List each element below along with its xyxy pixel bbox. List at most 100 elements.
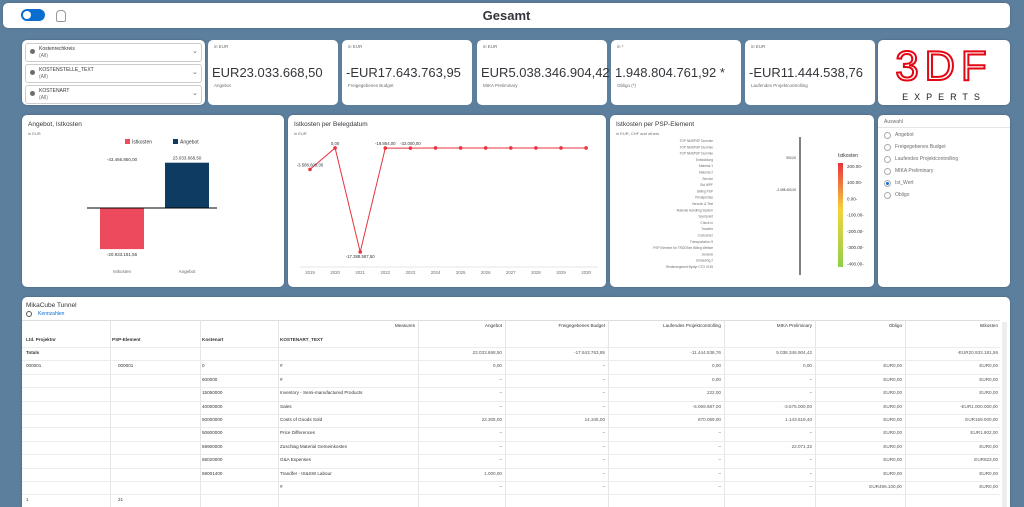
legend-tick-label: 200.00- <box>847 164 863 169</box>
radio[interactable] <box>884 132 891 139</box>
cell: – <box>499 484 502 489</box>
radio-label[interactable]: Freigegebenes Budget <box>895 143 946 150</box>
cell: Zuschlag Material Gemeinkosten <box>280 443 348 449</box>
selection-title: Auswahl <box>884 119 903 125</box>
toggle[interactable] <box>21 9 45 21</box>
cell: 23.033.668,50 <box>472 350 502 355</box>
x-tick-label: 2028 <box>531 270 541 275</box>
kpi-value: EUR5.038.346.904,42 <box>481 65 610 80</box>
cell: – <box>602 390 605 396</box>
cell: – <box>602 376 605 382</box>
logo: 3DF EXPERTS <box>894 41 987 102</box>
cell: EUR1.902,00 <box>970 430 998 436</box>
legend-tick-label: -100.00- <box>847 213 864 218</box>
filter-value: (All) <box>39 74 48 80</box>
link[interactable]: Kennzahlen <box>38 311 65 317</box>
data-label: -32.000,00 <box>400 141 421 146</box>
radio-label[interactable]: Ist_Wert <box>895 179 914 186</box>
filter-value: (All) <box>39 95 48 101</box>
kpi-tile: in EUR -EUR17.643.763,95 Freigegebenes Bud… <box>342 40 472 105</box>
cell: – <box>809 484 812 489</box>
data-label: -19.864,00 <box>375 141 396 146</box>
filter-panel: Kostenrechkreis (All) ⌄ KOSTENSTELLE_TEXT (A… <box>22 40 205 105</box>
kpi-label: Laufendes Projektcontrolling <box>751 83 808 88</box>
cell: 15050000 <box>202 390 223 396</box>
annotation: 900,00 <box>786 156 796 160</box>
cell: EUR0,00 <box>883 417 902 422</box>
cell: – <box>809 457 812 463</box>
category-label: TOP NMSPSP Dummie <box>680 139 714 143</box>
cell: EUR0,00 <box>883 430 902 436</box>
cell: 68020000 <box>202 457 223 463</box>
radio[interactable] <box>884 156 891 163</box>
kpi-unit: in EUR <box>751 44 766 49</box>
radio-label[interactable]: Laufendes Projektcontrolling <box>895 155 959 162</box>
color-scale <box>838 163 843 267</box>
point <box>358 250 362 254</box>
radio-label[interactable]: Obligo <box>895 191 910 198</box>
cell: – <box>602 403 605 409</box>
legend-tick-label: 0.00- <box>847 196 858 201</box>
cell: – <box>718 484 721 489</box>
category-label: Material 1 <box>699 164 713 168</box>
chart-title: Angebot, Istkosten <box>28 121 82 128</box>
scrollbar <box>1002 322 1007 507</box>
cell: -11.444.538,76 <box>690 350 721 355</box>
column-header: KOSTENART_TEXT <box>280 337 323 342</box>
chart-panel: Istkosten per PSP-Element in EUR, CHF and… <box>610 115 874 287</box>
kpi-tile: in * 1.948.804.761,92 * Obligo (*) <box>611 40 741 105</box>
category-label: Transportation 9 <box>690 240 713 244</box>
cell: EUR0,00 <box>979 443 998 449</box>
radio[interactable] <box>884 168 891 175</box>
cell: EUR823,00 <box>974 457 998 463</box>
category-label: Sportpoint <box>698 215 713 219</box>
category-label: Rindersegment Bystyr CTO 4745 <box>666 265 713 269</box>
cell: Inventory - Semi-manufactured Products <box>280 390 363 396</box>
divider <box>878 127 1010 128</box>
annotation: -43.466.850,00 <box>107 157 138 162</box>
dropdown-icon <box>30 70 35 75</box>
dropdown[interactable]: KOSTENART (All) ⌄ <box>25 85 202 104</box>
cell: G&A Expenses <box>280 457 311 463</box>
kpi-tile: in EUR EUR5.038.346.904,42 MIKA Preliminar… <box>477 40 610 105</box>
point <box>383 146 388 150</box>
radio[interactable] <box>884 144 891 151</box>
point <box>509 146 513 150</box>
radio[interactable] <box>884 192 891 199</box>
dropdown[interactable]: Kostenrechkreis (All) ⌄ <box>25 43 202 62</box>
chart-title: Istkosten per PSP-Element <box>616 121 694 128</box>
radio[interactable] <box>884 180 891 187</box>
line <box>309 147 587 253</box>
category-label: Check In <box>700 221 713 225</box>
row-divider <box>22 494 1000 496</box>
cell: Sales <box>280 403 292 409</box>
radio-label[interactable]: Angebot <box>895 131 914 138</box>
cell: 69001400 <box>202 470 223 476</box>
column-divider <box>724 320 725 507</box>
dropdown-icon <box>30 49 35 54</box>
bulb-icon[interactable] <box>56 10 66 22</box>
x-tick-label: Angebot <box>179 269 197 274</box>
chart-subtitle: in EUR, CHF and others <box>616 131 659 136</box>
cell: -3.575.000,00 <box>783 403 812 409</box>
cell: 222,00 <box>706 390 721 396</box>
cell: – <box>499 403 502 409</box>
dropdown[interactable]: KOSTENSTELLE_TEXT (All) ⌄ <box>25 64 202 83</box>
cell: 1.000,00 <box>484 470 502 476</box>
cell: 870.059,00 <box>698 417 721 422</box>
radio-label[interactable]: MIKA Preliminary <box>895 167 934 174</box>
cell: EUR0,00 <box>883 376 902 382</box>
chart: Angebot, Istkosten in EUR Istkosten -20.933… <box>28 121 217 274</box>
column-divider <box>200 320 201 507</box>
legend-tick-label: -400.00- <box>847 261 864 266</box>
cell: – <box>809 430 812 436</box>
kpi-value: -EUR17.643.763,95 <box>346 65 461 80</box>
kpi-label: Obligo (*) <box>617 83 637 88</box>
cell: 0 <box>202 363 205 369</box>
row-divider <box>22 481 1000 482</box>
chevron: ⌄ <box>192 69 198 76</box>
cell: 0,00 <box>712 376 721 382</box>
point <box>408 146 413 150</box>
cell: 600000 <box>202 376 218 382</box>
cell: 0,00 <box>712 363 721 369</box>
